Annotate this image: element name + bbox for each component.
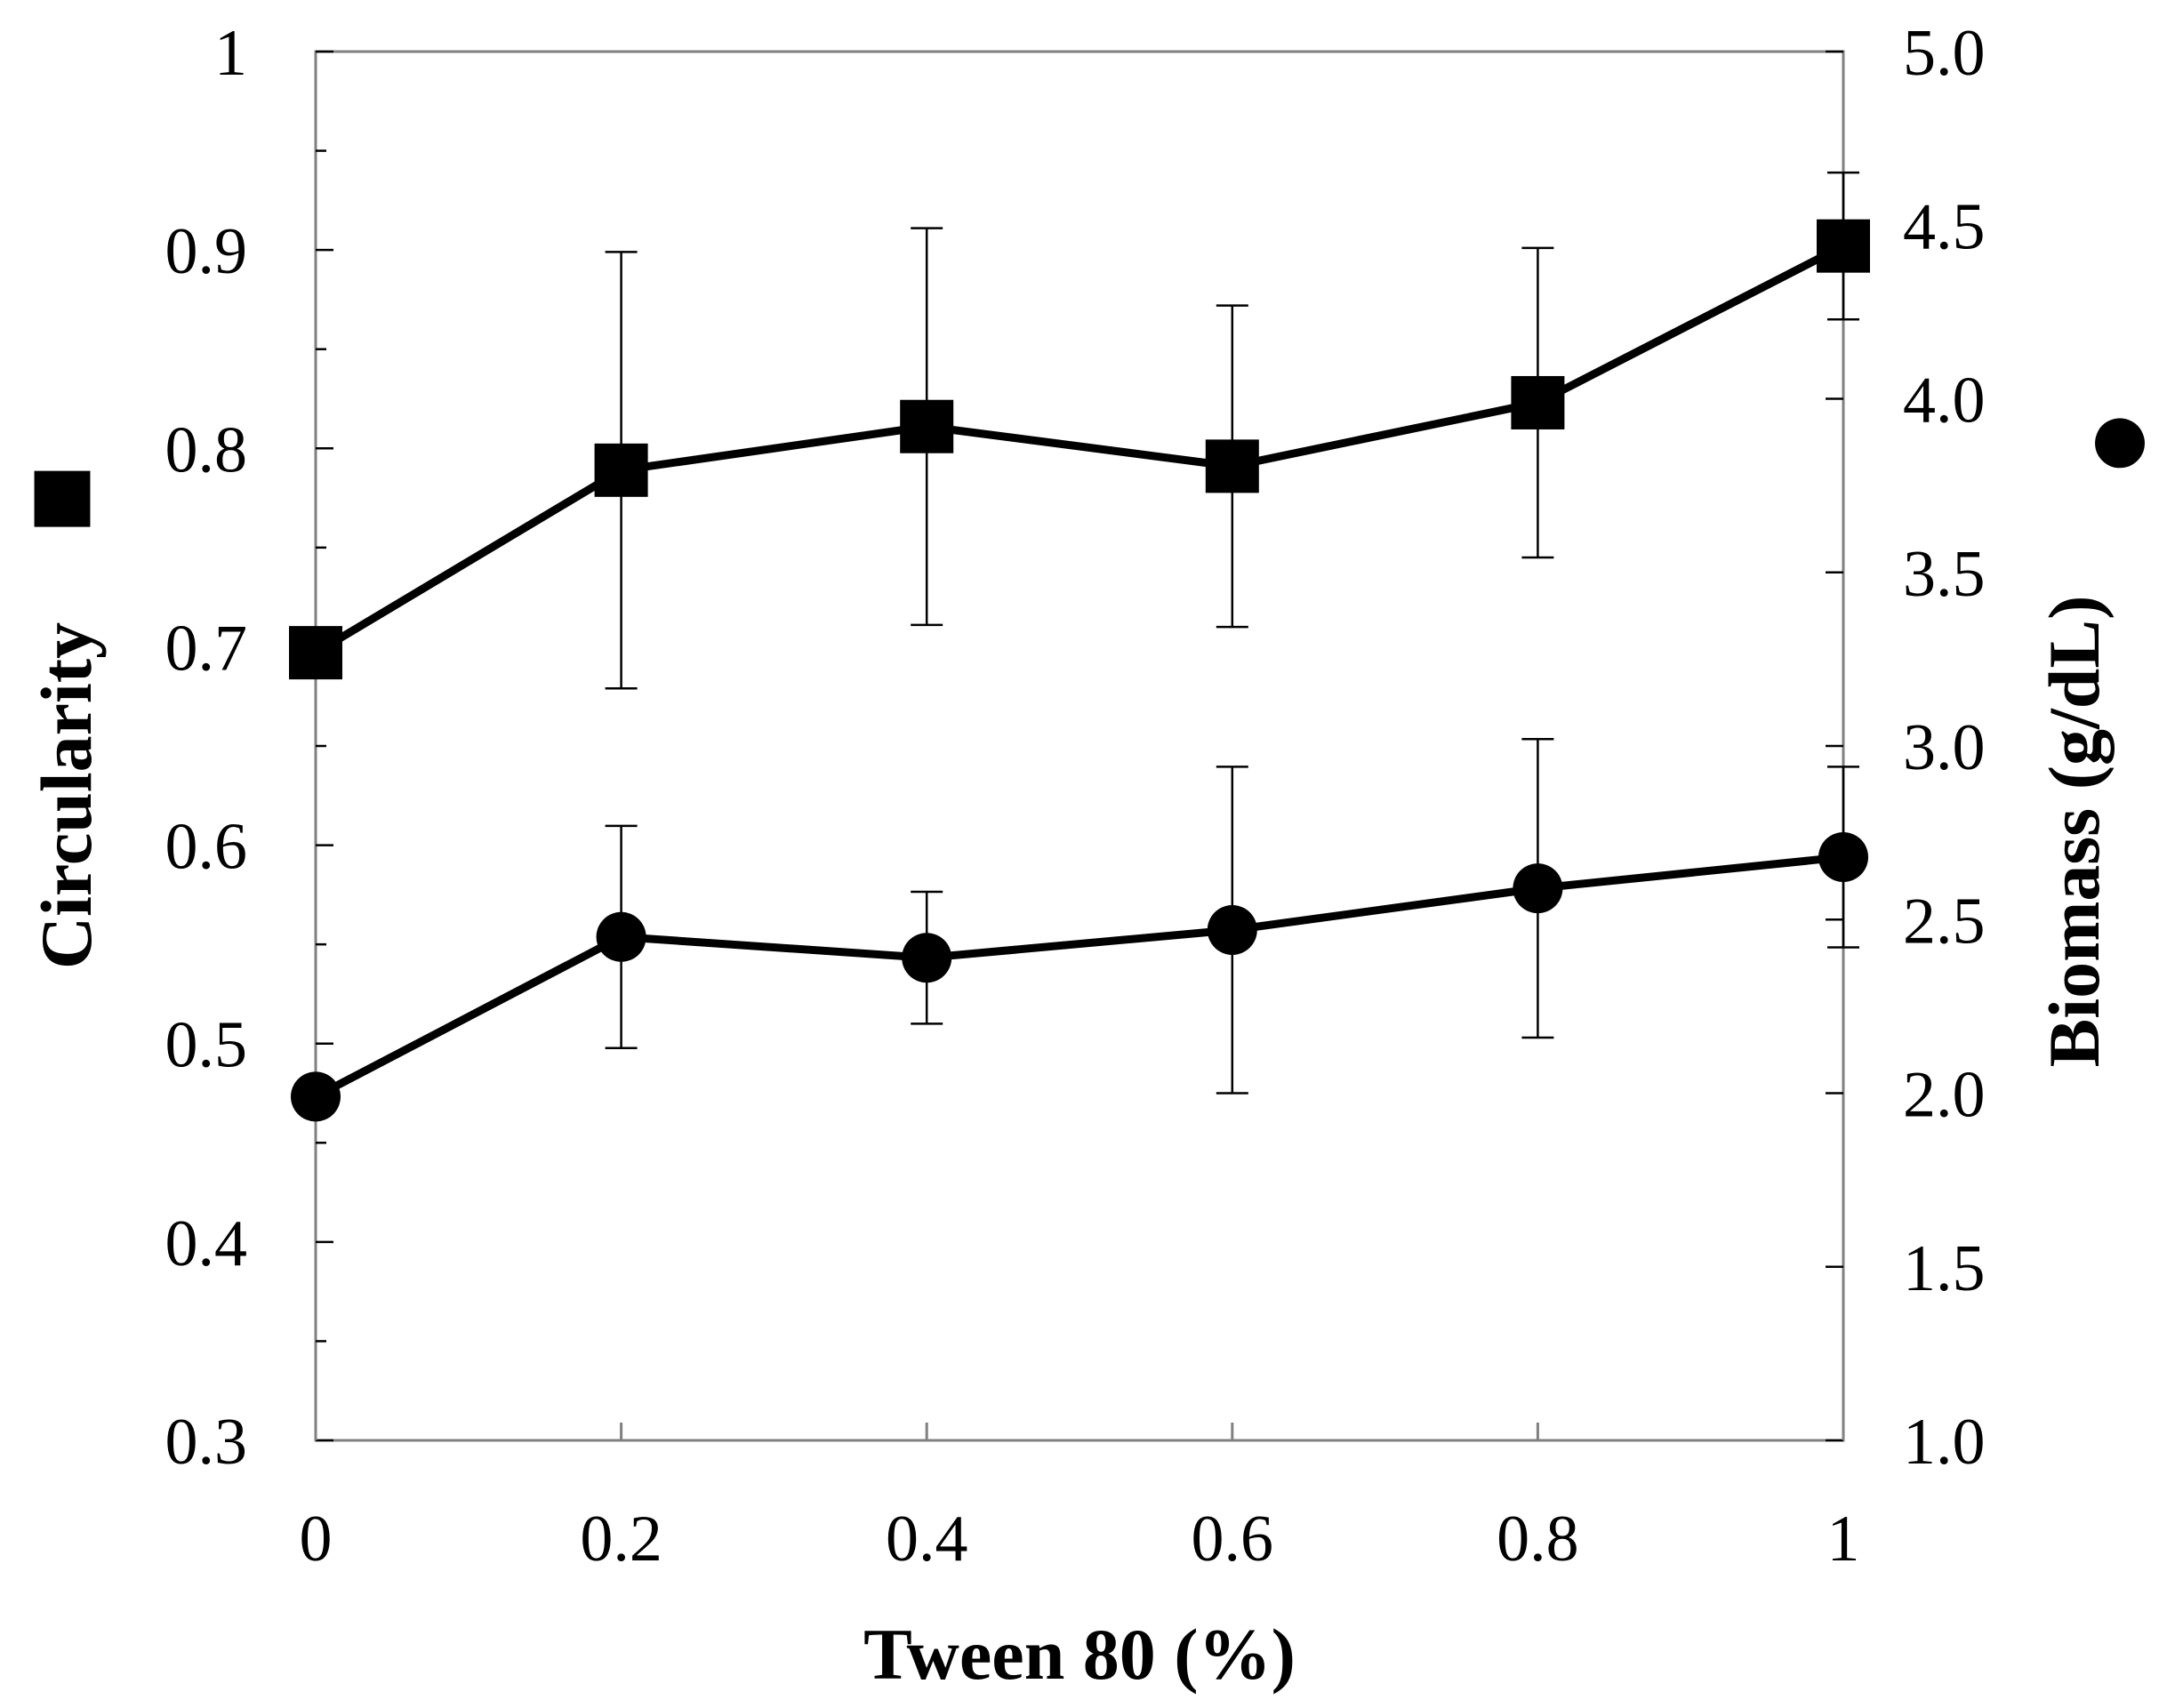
x-axis-title: Tween 80 (%)	[863, 1614, 1296, 1695]
y2-tick-label: 1.5	[1903, 1232, 1986, 1305]
x-tick-label: 0.6	[1192, 1503, 1274, 1576]
y2-tick-label: 3.5	[1903, 538, 1986, 611]
y-tick-label: 0.8	[165, 413, 248, 486]
square-marker	[1205, 439, 1259, 493]
square-marker	[1817, 219, 1870, 273]
left-axis-ticks	[316, 50, 333, 1442]
y2-tick-label: 4.5	[1903, 190, 1986, 263]
y2-tick-label: 2.0	[1903, 1059, 1986, 1132]
y-tick-label: 0.3	[165, 1406, 248, 1479]
data-markers	[289, 219, 1870, 1122]
circle-marker	[1207, 904, 1257, 955]
square-marker	[594, 443, 648, 497]
square-marker	[289, 626, 342, 680]
series-line-circularity	[313, 242, 1846, 656]
circle-marker	[902, 933, 952, 983]
x-tick-label: 0.4	[886, 1503, 968, 1576]
error-bars	[605, 171, 1859, 1095]
y2-tick-label: 3.0	[1903, 711, 1986, 784]
square-marker	[900, 399, 954, 453]
series-line-biomass	[313, 853, 1844, 1101]
y-tick-label: 1	[214, 17, 247, 90]
left-axis-symbol: ■	[28, 431, 98, 559]
x-tick-label: 0.8	[1497, 1503, 1579, 1576]
y-tick-label: 0.4	[165, 1207, 248, 1280]
tick-labels: 0.3 0.4 0.5 0.6 0.7 0.8 0.9 1 1.0 1.5 2.0 2.5 3.0 3.5…	[165, 17, 1986, 1576]
y-tick-label: 0.6	[165, 811, 248, 884]
circle-marker	[291, 1071, 341, 1122]
right-axis-symbol: ●	[2085, 373, 2155, 501]
left-axis-title: Circularity	[26, 622, 107, 969]
x-tick-label: 0	[300, 1503, 333, 1576]
y2-tick-label: 5.0	[1903, 17, 1986, 90]
circle-marker	[1818, 831, 1868, 882]
x-tick-label: 0.2	[580, 1503, 662, 1576]
series-lines	[313, 242, 1846, 1101]
y-tick-label: 0.9	[165, 215, 248, 288]
circle-marker	[596, 911, 646, 962]
right-axis-title: Biomass (g/dL)	[2034, 596, 2115, 1068]
y-tick-label: 0.7	[165, 612, 248, 685]
y2-tick-label: 2.5	[1903, 885, 1986, 958]
square-marker	[1511, 375, 1565, 429]
y2-tick-label: 4.0	[1903, 365, 1986, 437]
x-tick-label: 1	[1827, 1503, 1860, 1576]
bottom-axis-ticks	[314, 1423, 1845, 1440]
y2-tick-label: 1.0	[1903, 1406, 1986, 1479]
y-tick-label: 0.5	[165, 1009, 248, 1082]
plot-frame	[314, 50, 1845, 1442]
circle-marker	[1513, 863, 1563, 914]
